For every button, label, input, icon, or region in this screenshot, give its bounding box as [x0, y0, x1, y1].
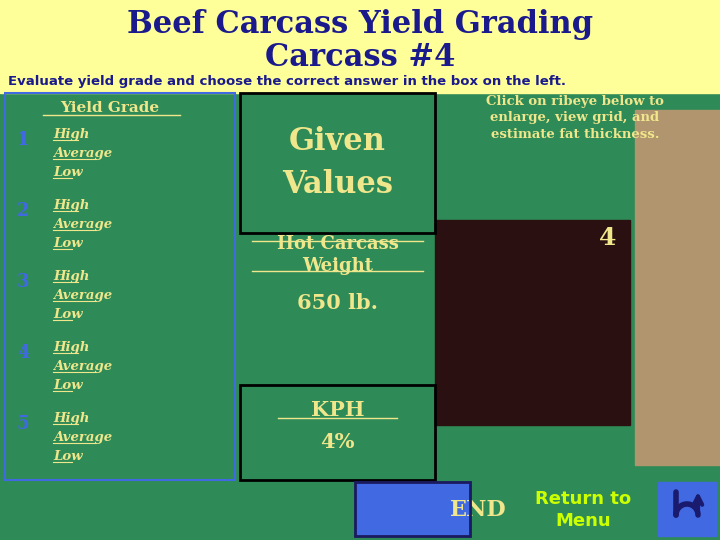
Text: Hot Carcass
Weight: Hot Carcass Weight	[276, 235, 398, 275]
Text: High: High	[53, 412, 89, 425]
Bar	[0, 0, 720, 100]
Bar	[635, 110, 720, 465]
Text: Beef Carcass Yield Grading: Beef Carcass Yield Grading	[127, 10, 593, 40]
Text: Low: Low	[53, 308, 83, 321]
Text: Average: Average	[53, 360, 112, 373]
Bar	[435, 220, 630, 425]
Text: END: END	[450, 499, 506, 521]
Bar	[240, 93, 435, 233]
Text: Yield Grade: Yield Grade	[60, 101, 160, 115]
Bar	[0, 0, 720, 93]
Text: Low: Low	[53, 166, 83, 179]
Text: Average: Average	[53, 289, 112, 302]
Text: KPH: KPH	[311, 400, 364, 420]
Text: Evaluate yield grade and choose the correct answer in the box on the left.: Evaluate yield grade and choose the corr…	[8, 76, 566, 89]
Text: Low: Low	[53, 379, 83, 392]
Text: Average: Average	[53, 431, 112, 444]
Text: Given
Values: Given Values	[282, 126, 393, 200]
Text: Return to
Menu: Return to Menu	[535, 490, 631, 530]
Text: 4%: 4%	[320, 433, 355, 453]
Text: High: High	[53, 199, 89, 212]
Text: 5: 5	[17, 415, 30, 433]
Text: Carcass #4: Carcass #4	[265, 42, 455, 72]
Text: Low: Low	[53, 237, 83, 250]
Text: Low: Low	[53, 450, 83, 463]
Text: 1: 1	[17, 131, 30, 149]
Text: Average: Average	[53, 218, 112, 231]
Text: High: High	[53, 270, 89, 283]
Bar	[5, 93, 235, 480]
Text: High: High	[53, 128, 89, 141]
Bar	[240, 385, 435, 480]
Bar	[355, 482, 470, 536]
Text: 2: 2	[17, 202, 30, 220]
Text: 3: 3	[17, 273, 30, 291]
Text: 650 lb.: 650 lb.	[297, 293, 378, 313]
Bar	[658, 482, 716, 536]
Text: 4: 4	[17, 344, 30, 362]
Text: High: High	[53, 341, 89, 354]
Text: Average: Average	[53, 147, 112, 160]
Text: Click on ribeye below to
enlarge, view grid, and
estimate fat thickness.: Click on ribeye below to enlarge, view g…	[486, 94, 664, 141]
Bar	[0, 93, 720, 540]
Bar	[355, 482, 470, 536]
Text: 4: 4	[599, 226, 617, 250]
